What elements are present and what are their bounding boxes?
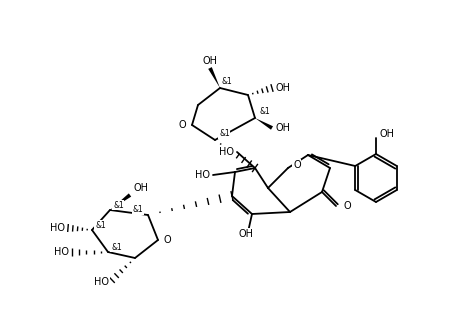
- Text: HO: HO: [94, 277, 109, 287]
- Polygon shape: [208, 67, 220, 88]
- Text: O: O: [179, 120, 186, 130]
- Polygon shape: [110, 193, 131, 210]
- Text: &1: &1: [222, 78, 233, 86]
- Polygon shape: [255, 118, 273, 130]
- Text: OH: OH: [379, 129, 394, 139]
- Text: &1: &1: [132, 205, 143, 215]
- Text: HO: HO: [54, 247, 69, 257]
- Text: O: O: [163, 235, 170, 245]
- Text: &1: &1: [111, 243, 122, 252]
- Text: O: O: [293, 160, 301, 170]
- Text: &1: &1: [95, 220, 106, 230]
- Text: OH: OH: [202, 56, 217, 66]
- Text: &1: &1: [259, 107, 270, 116]
- Text: OH: OH: [239, 229, 253, 239]
- Text: OH: OH: [133, 183, 148, 193]
- Text: &1: &1: [219, 129, 230, 139]
- Text: O: O: [343, 201, 350, 211]
- Text: &1: &1: [113, 201, 124, 210]
- Text: OH: OH: [275, 83, 290, 93]
- Text: HO: HO: [219, 147, 234, 157]
- Text: HO: HO: [50, 223, 65, 233]
- Text: HO: HO: [195, 170, 210, 180]
- Text: OH: OH: [275, 123, 290, 133]
